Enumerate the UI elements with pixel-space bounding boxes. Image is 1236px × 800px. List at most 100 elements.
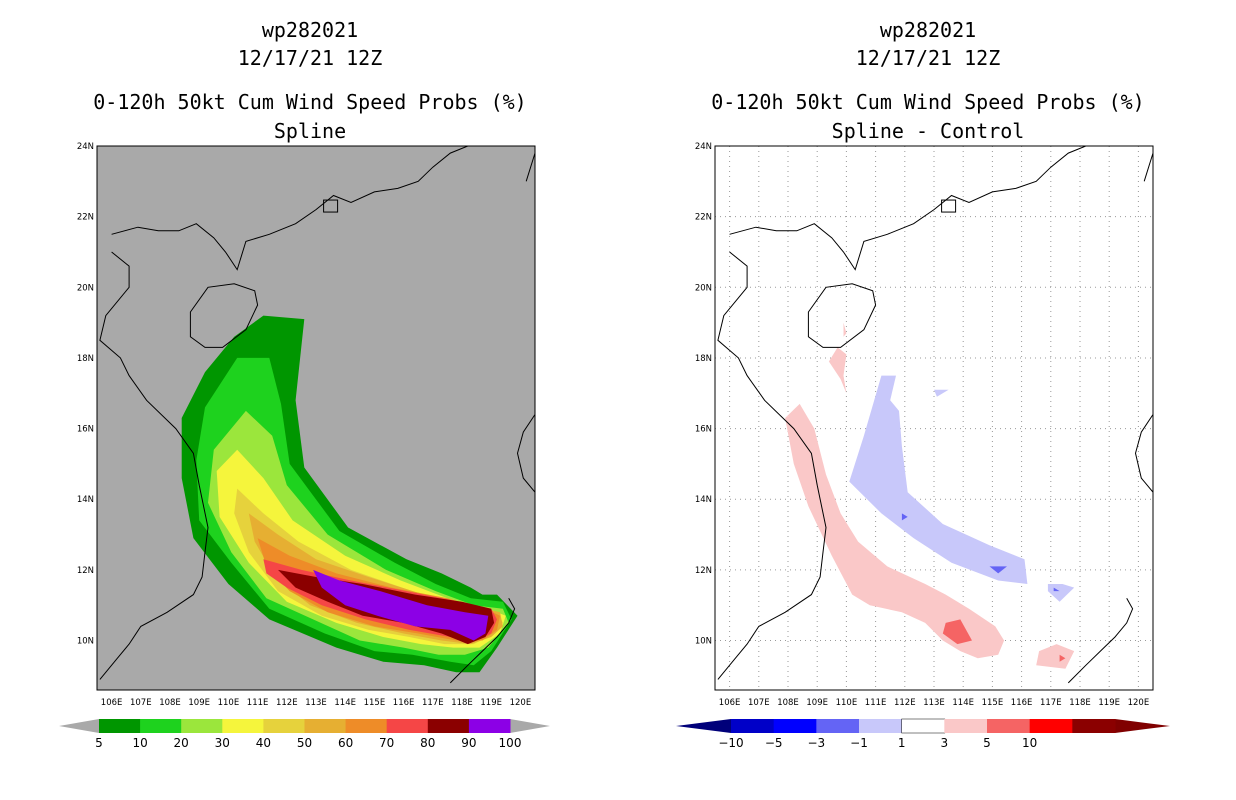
colorbar-label: 50 — [297, 736, 312, 750]
x-tick-label: 115E — [364, 698, 386, 708]
colorbar-swatch — [731, 719, 775, 733]
colorbar-label: 30 — [215, 736, 230, 750]
colorbar-left: 5 10 20 30 40 50 60 70 80 90 100 — [59, 719, 550, 750]
y-tick-label: 10N — [77, 637, 94, 647]
contour--3--1 — [934, 389, 949, 397]
colorbar-swatch — [816, 719, 860, 733]
x-tick-label: 111E — [865, 698, 887, 708]
x-tick-label: 115E — [982, 698, 1004, 708]
x-tick-label: 120E — [1128, 698, 1150, 708]
colorbar-arrow-left — [676, 719, 731, 733]
x-tick-label: 111E — [247, 698, 269, 708]
colorbar-label: 80 — [420, 736, 435, 750]
colorbar-right: −10 −5 −3 −1 1 3 5 10 — [676, 718, 1170, 750]
contour-3-5 — [1059, 654, 1066, 662]
colorbar-swatch — [859, 719, 903, 733]
colorbar-swatch — [427, 719, 470, 733]
contour-1-3 — [1036, 644, 1075, 669]
x-tick-label: 117E — [422, 698, 444, 708]
right-date: 12/17/21 12Z — [855, 46, 1001, 70]
coast-line — [1134, 414, 1153, 493]
colorbar-swatch — [944, 719, 988, 733]
left-chart-subtitle: Spline — [273, 119, 347, 143]
coast-line — [99, 251, 209, 680]
colorbar-swatch — [987, 719, 1031, 733]
coast-line — [729, 146, 1086, 271]
x-tick-label: 112E — [894, 698, 916, 708]
colorbar-label: 60 — [338, 736, 353, 750]
contour--5--3 — [1053, 587, 1060, 592]
x-tick-label: 107E — [748, 698, 770, 708]
x-tick-label: 110E — [836, 698, 858, 708]
x-tick-label: 119E — [480, 698, 502, 708]
coast-line — [525, 146, 535, 182]
colorbar-label: 40 — [256, 736, 271, 750]
hong-kong-box — [323, 199, 339, 213]
y-tick-label: 20N — [695, 283, 712, 293]
x-tick-label: 106E — [101, 698, 123, 708]
colorbar-arrow-left — [59, 719, 99, 733]
contour-3-5 — [942, 619, 972, 645]
x-tick-label: 110E — [218, 698, 240, 708]
colorbar-label: 10 — [1022, 736, 1037, 750]
x-tick-label: 106E — [719, 698, 741, 708]
x-tick-label: 109E — [188, 698, 210, 708]
colorbar-label: 70 — [379, 736, 394, 750]
y-tick-label: 14N — [77, 495, 94, 505]
colorbar-swatch — [773, 719, 817, 733]
colorbar-swatch — [222, 719, 264, 733]
y-tick-label: 14N — [695, 495, 712, 505]
x-tick-label: 113E — [923, 698, 945, 708]
contour--3--1 — [849, 375, 1028, 584]
colorbar-arrow-right — [510, 719, 550, 733]
coast-line — [449, 597, 516, 684]
x-tick-label: 113E — [305, 698, 327, 708]
x-tick-label: 118E — [451, 698, 473, 708]
colorbar-swatch — [140, 719, 182, 733]
x-tick-label: 119E — [1098, 698, 1120, 708]
colorbar-swatch — [1072, 719, 1116, 733]
colorbar-label: 1 — [898, 736, 906, 750]
contour--5--3 — [901, 513, 908, 521]
x-tick-label: 117E — [1040, 698, 1062, 708]
x-tick-label: 116E — [1011, 698, 1033, 708]
x-tick-label: 114E — [334, 698, 356, 708]
y-tick-label: 16N — [77, 425, 94, 435]
y-tick-label: 12N — [77, 566, 94, 576]
coast-line — [717, 251, 827, 680]
contour--5--3 — [989, 566, 1007, 574]
x-tick-label: 112E — [276, 698, 298, 708]
left-storm-id: wp282021 — [261, 18, 359, 42]
contour-1-3 — [785, 403, 1005, 659]
panel-left: 106E 107E 108E 109E 110E 111E 112E 113E 114E 115E… — [77, 142, 536, 708]
colorbar-label: 20 — [174, 736, 189, 750]
contour-1-3 — [828, 347, 847, 394]
x-tick-label: 107E — [130, 698, 152, 708]
colorbar-swatch — [263, 719, 305, 733]
y-tick-label: 18N — [695, 354, 712, 364]
y-tick-label: 12N — [695, 566, 712, 576]
colorbar-label: −3 — [807, 736, 825, 750]
colorbar-arrow-right — [1115, 719, 1170, 733]
coast-line — [807, 283, 877, 348]
colorbar-swatch — [1029, 719, 1073, 733]
y-tick-label: 18N — [77, 354, 94, 364]
map-frame — [96, 145, 536, 691]
x-tick-label: 116E — [393, 698, 415, 708]
colorbar-label: −10 — [718, 736, 743, 750]
x-tick-label: 118E — [1069, 698, 1091, 708]
colorbar-label: 10 — [132, 736, 147, 750]
colorbar-swatch — [468, 719, 511, 733]
right-chart-subtitle: Spline - Control — [831, 119, 1025, 143]
right-chart-title: 0-120h 50kt Cum Wind Speed Probs (%) — [711, 90, 1145, 114]
colorbar-swatch — [99, 719, 141, 733]
coast-line — [516, 414, 535, 493]
colorbar-label: 5 — [983, 736, 991, 750]
colorbar-swatch — [181, 719, 223, 733]
x-tick-label: 108E — [159, 698, 181, 708]
contour-1-3 — [843, 322, 847, 337]
colorbar-label: 3 — [941, 736, 949, 750]
x-tick-label: 109E — [806, 698, 828, 708]
y-tick-label: 22N — [695, 213, 712, 223]
